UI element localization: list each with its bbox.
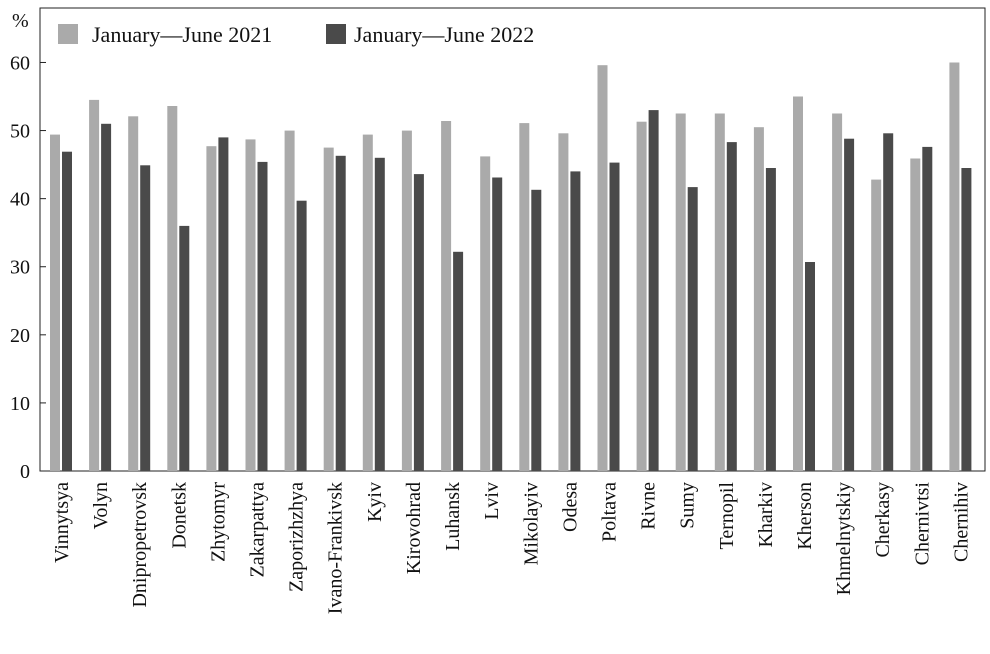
bar-2022-donetsk (179, 225, 190, 471)
bar-2022-chernivtsi (922, 146, 933, 471)
x-tick-label: Khmelnytskiy (833, 482, 855, 595)
bar-2021-khmelnytskiy (832, 113, 843, 471)
y-tick-label: 30 (10, 257, 30, 279)
bar-2022-luhansk (453, 251, 464, 471)
bar-2021-odesa (558, 133, 569, 472)
x-tick-label: Volyn (90, 482, 112, 529)
bar-2021-rivne (636, 121, 647, 471)
y-unit-label: % (12, 10, 29, 32)
x-axis-labels: Vinnytsya Volyn Dnipropetrovsk Donetsk Zhyto… (51, 482, 972, 615)
x-tick-label: Chernivtsi (911, 482, 933, 566)
bar-2022-ivano-frankivsk (335, 155, 346, 472)
bar-group (50, 62, 972, 472)
bar-2021-cherkasy (871, 179, 882, 471)
x-tick-label: Vinnytsya (51, 482, 73, 563)
x-tick-label: Kharkiv (755, 482, 777, 548)
bar-2022-chernihiv (961, 168, 972, 471)
x-tick-label: Luhansk (442, 482, 464, 551)
legend-swatch-2022 (326, 24, 346, 44)
y-axis: 0 10 20 30 40 50 60 (10, 52, 46, 483)
legend: January—June 2021 January—June 2022 (58, 22, 534, 47)
x-tick-label: Zaporizhzhya (286, 482, 308, 592)
bar-2021-zakarpattya (245, 139, 256, 471)
y-tick-label: 10 (10, 393, 30, 415)
x-tick-label: Ivano-Frankivsk (325, 482, 347, 614)
bar-2022-lviv (492, 177, 503, 471)
bar-2022-cherkasy (883, 133, 894, 472)
y-tick-label: 20 (10, 325, 30, 347)
bar-2021-vinnytsya (50, 134, 60, 471)
y-tick-label: 50 (10, 121, 30, 143)
bar-2021-lviv (480, 156, 491, 471)
x-tick-label: Dnipropetrovsk (129, 482, 151, 608)
bar-2021-kyiv (362, 134, 373, 471)
bar-2021-zhytomyr (206, 146, 217, 471)
bar-2021-ivano-frankivsk (323, 147, 334, 471)
x-tick-label: Zhytomyr (207, 482, 229, 562)
bar-2022-vinnytsya (62, 151, 72, 471)
x-tick-label: Chernihiv (950, 482, 972, 562)
bar-2022-zhytomyr (218, 137, 229, 471)
bar-2021-kherson (793, 96, 803, 471)
bar-2021-mikolayiv (519, 123, 530, 471)
x-tick-label: Poltava (598, 482, 620, 542)
bar-2022-kyiv (374, 157, 385, 472)
bar-2021-zaporizhzhya (284, 130, 295, 471)
bar-2022-kirovohrad (413, 174, 424, 471)
x-tick-label: Kherson (794, 482, 816, 550)
bar-2022-ternopil (726, 142, 737, 471)
bar-2021-donetsk (167, 106, 178, 471)
bar-2021-volyn (89, 99, 100, 472)
bar-2022-rivne (648, 110, 659, 471)
x-tick-label: Donetsk (168, 482, 190, 549)
bar-2022-mikolayiv (531, 189, 542, 472)
bar-2022-poltava (609, 162, 620, 471)
bar-2021-chernivtsi (910, 158, 921, 471)
bar-2021-chernihiv (949, 62, 960, 471)
bar-2021-sumy (675, 113, 686, 471)
bar-2021-kirovohrad (401, 130, 412, 471)
x-tick-label: Lviv (481, 482, 503, 520)
x-tick-label: Mikolayiv (520, 482, 542, 565)
bar-2022-dnipropetrovsk (140, 165, 151, 472)
x-tick-label: Rivne (638, 482, 660, 530)
legend-label-2021: January—June 2021 (92, 22, 272, 47)
bar-2022-kharkiv (765, 168, 776, 471)
legend-label-2022: January—June 2022 (354, 22, 534, 47)
bar-2021-luhansk (441, 121, 452, 471)
bar-2022-sumy (687, 187, 698, 471)
x-tick-label: Ternopil (716, 482, 738, 550)
x-tick-label: Sumy (677, 482, 699, 529)
bar-2022-zakarpattya (257, 161, 268, 471)
legend-swatch-2021 (58, 24, 78, 44)
y-tick-label: 0 (20, 461, 30, 483)
bar-2022-odesa (570, 171, 581, 471)
x-tick-label: Zakarpattya (247, 482, 269, 578)
bar-2021-dnipropetrovsk (128, 116, 139, 472)
bar-2021-poltava (597, 65, 608, 471)
bar-2022-zaporizhzhya (296, 200, 307, 471)
bar-2022-volyn (101, 123, 112, 472)
bar-2022-kherson (805, 262, 815, 471)
x-tick-label: Kyiv (364, 482, 386, 522)
x-tick-label: Kirovohrad (403, 482, 425, 574)
y-tick-label: 60 (10, 52, 30, 74)
bar-2021-ternopil (714, 113, 725, 471)
y-tick-label: 40 (10, 189, 30, 211)
plot-frame (39, 7, 986, 472)
x-tick-label: Odesa (559, 482, 581, 532)
bar-2022-khmelnytskiy (844, 138, 855, 471)
bar-2021-kharkiv (753, 127, 764, 471)
x-tick-label: Cherkasy (872, 482, 894, 558)
